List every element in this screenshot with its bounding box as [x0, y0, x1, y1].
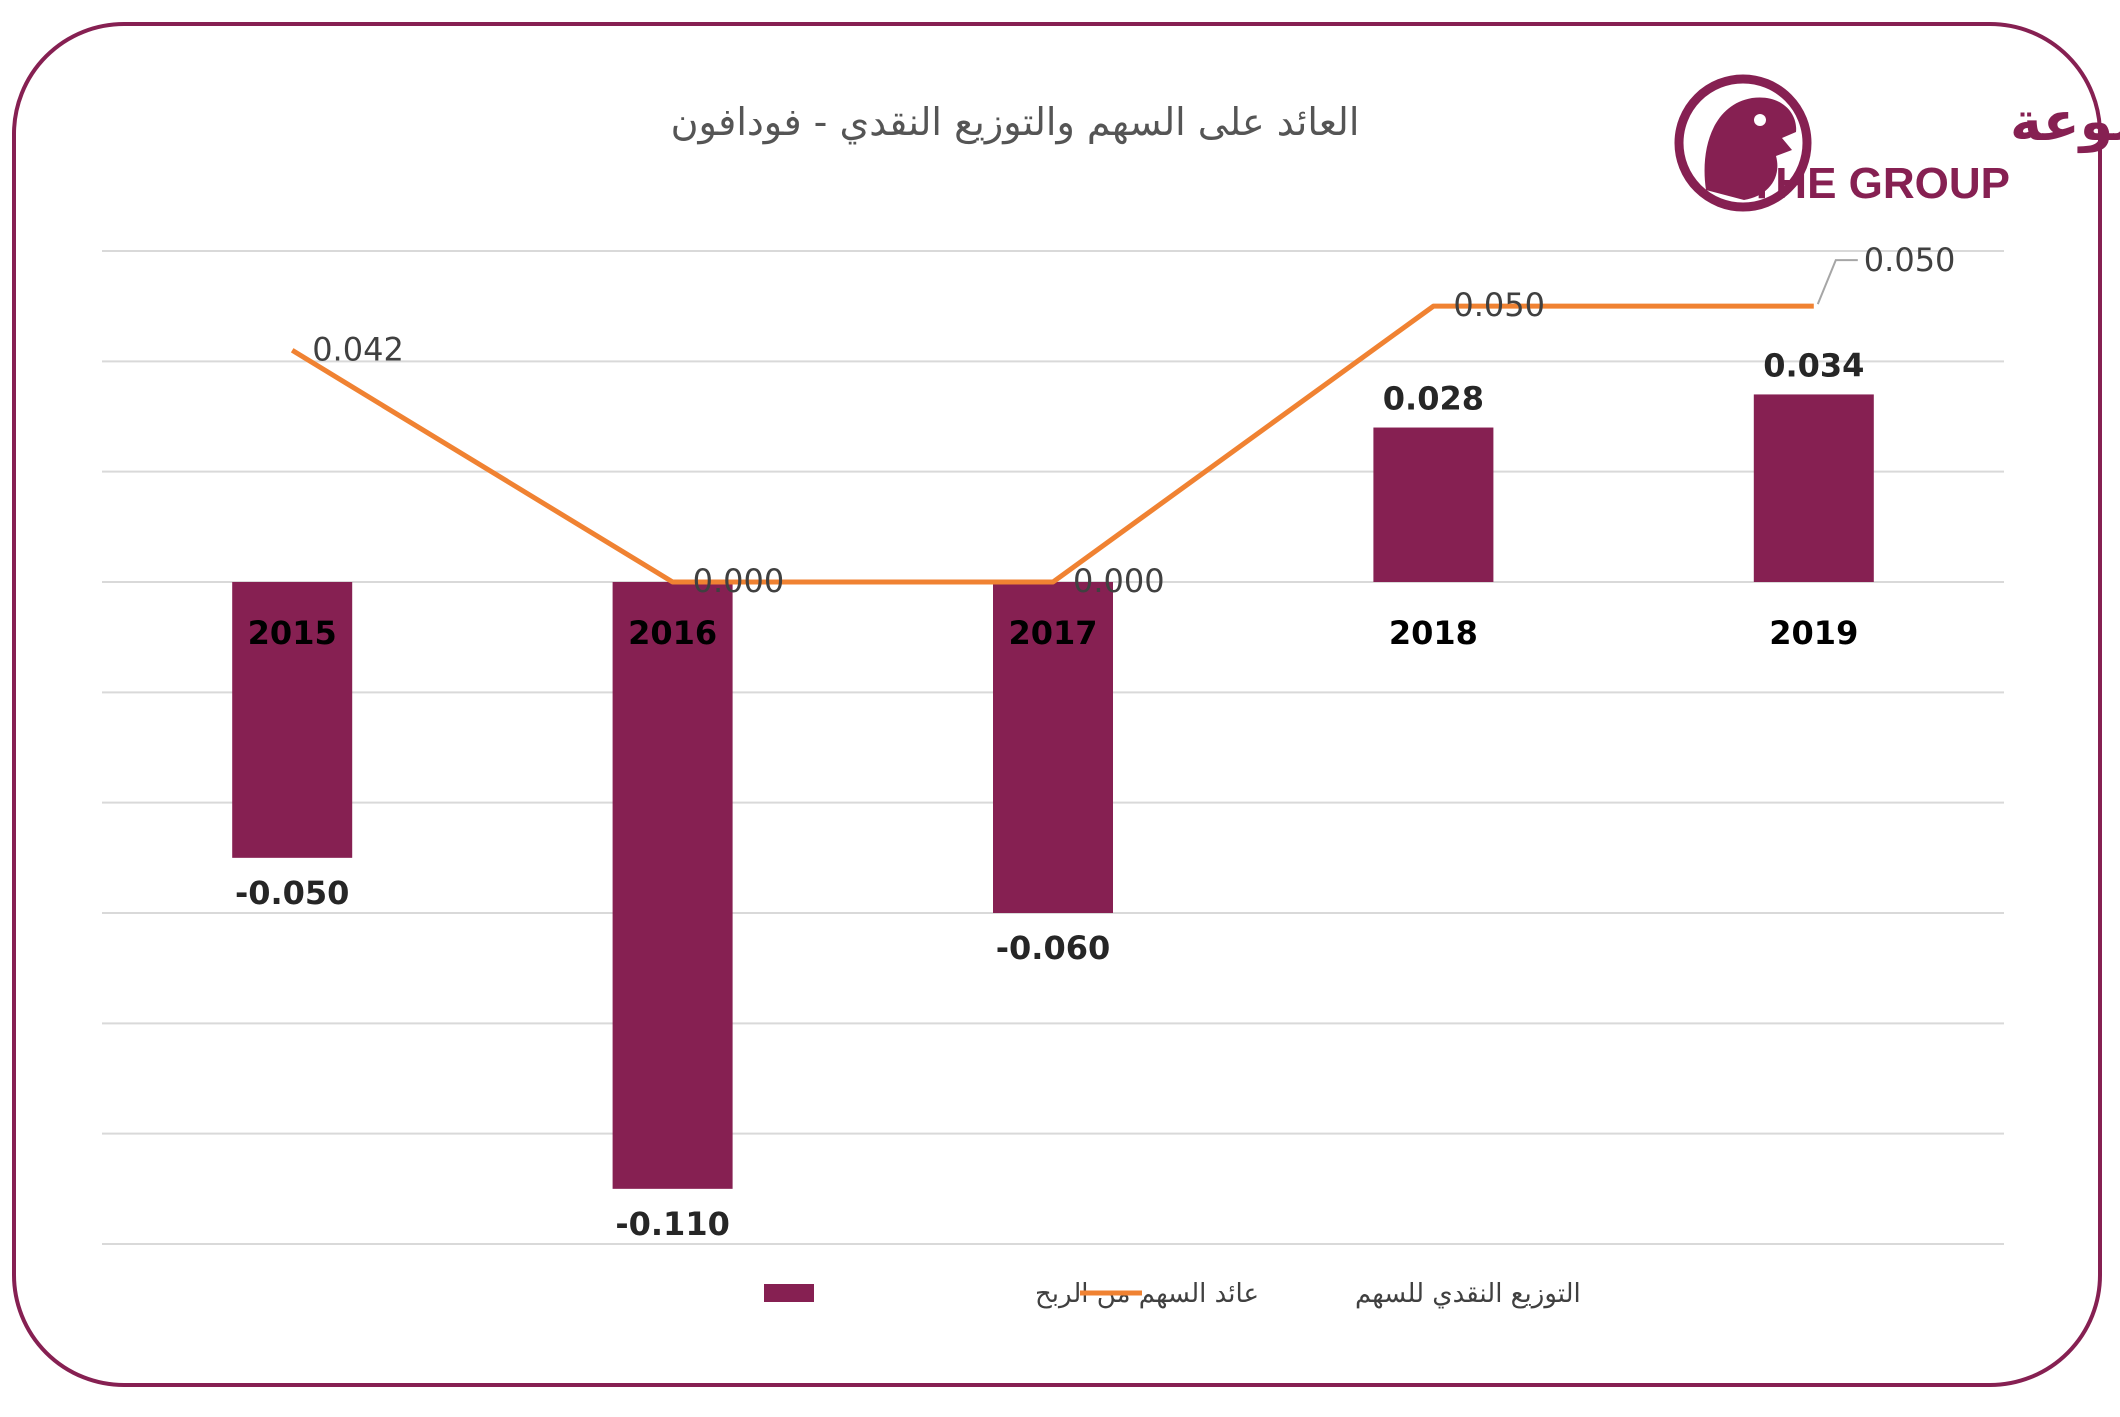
category-label: 2017 — [1008, 614, 1097, 652]
line-data-label: 0.050 — [1453, 286, 1545, 324]
legend-swatch-bar — [764, 1284, 814, 1302]
bar — [1753, 394, 1874, 582]
bar-data-label: 0.028 — [1383, 380, 1484, 418]
bar-data-label: -0.050 — [235, 874, 350, 912]
line-data-label: 0.042 — [312, 330, 404, 368]
bar-data-label: -0.060 — [996, 929, 1111, 967]
logo-arabic: المجموعة — [2010, 90, 2120, 153]
bar — [993, 582, 1113, 913]
bar-data-label: -0.110 — [615, 1205, 730, 1243]
category-label: 2018 — [1389, 614, 1478, 652]
leader-line — [1816, 259, 1858, 305]
logo-english: THE GROUP — [1748, 159, 2010, 208]
cash-distribution-line — [290, 303, 1814, 585]
category-label: 2015 — [248, 614, 337, 652]
series-line — [290, 303, 1814, 585]
chart-title: العائد على السهم والتوزيع النقدي - فوداف… — [671, 100, 1360, 145]
legend-label-bar: عائد السهم من الربح — [1035, 1279, 1259, 1309]
logo: المجموعة THE GROUP — [1674, 74, 2120, 212]
falcon-emblem-icon — [1674, 74, 1812, 212]
bar — [612, 582, 733, 1189]
bar — [1373, 427, 1494, 582]
labels: -0.050 -0.110 -0.060 0.028 0.034 0.042 0.000 0.… — [235, 241, 1955, 1243]
category-label: 2019 — [1769, 614, 1858, 652]
category-label: 2016 — [628, 614, 717, 652]
line-data-label: 0.050 — [1864, 241, 1956, 279]
legend-label-line: التوزيع النقدي للسهم — [1355, 1279, 1581, 1309]
bars — [232, 394, 1874, 1189]
legend: عائد السهم من الربح التوزيع النقدي للسهم — [764, 1279, 1581, 1309]
bar — [232, 582, 353, 858]
line-data-label: 0.000 — [693, 562, 785, 600]
line-data-label: 0.000 — [1073, 562, 1165, 600]
bar-data-label: 0.034 — [1763, 346, 1864, 384]
